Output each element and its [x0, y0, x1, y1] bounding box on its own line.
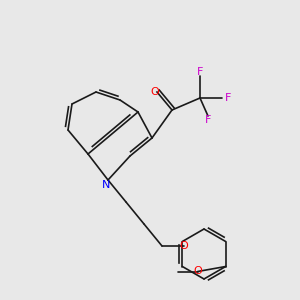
- Text: F: F: [225, 93, 231, 103]
- Text: F: F: [205, 115, 211, 125]
- Text: O: O: [180, 241, 188, 251]
- Text: O: O: [193, 266, 202, 277]
- Text: F: F: [197, 67, 203, 77]
- Text: O: O: [151, 87, 159, 97]
- Text: N: N: [102, 180, 110, 190]
